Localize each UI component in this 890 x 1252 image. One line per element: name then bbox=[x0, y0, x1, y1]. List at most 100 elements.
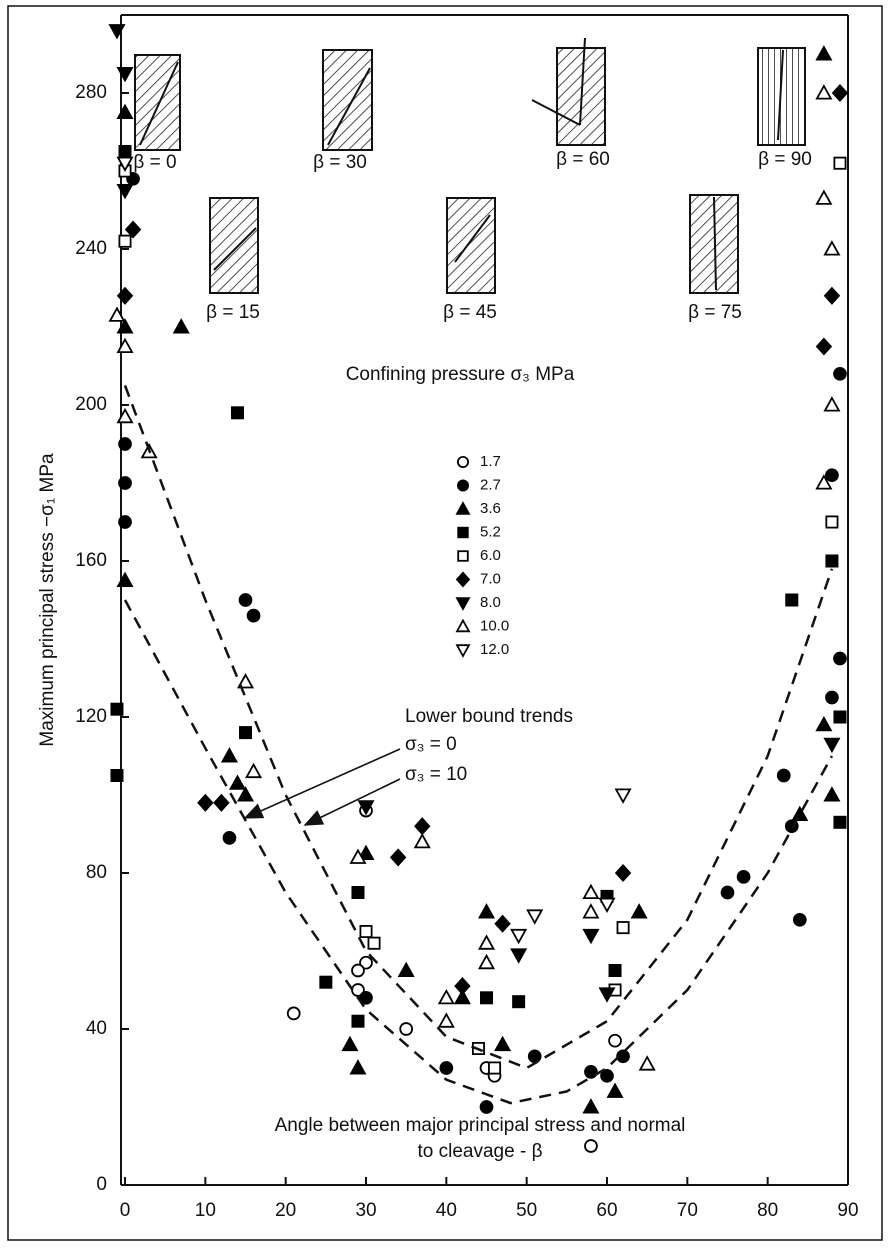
point bbox=[239, 726, 253, 740]
point bbox=[236, 786, 255, 802]
x-tick-label: 20 bbox=[275, 1200, 296, 1221]
point bbox=[582, 883, 600, 899]
frame bbox=[7, 5, 883, 1241]
point bbox=[584, 1139, 598, 1153]
specimen-label: β = 75 bbox=[688, 302, 742, 323]
point bbox=[437, 988, 455, 1005]
point bbox=[116, 318, 134, 334]
point bbox=[616, 921, 630, 935]
point bbox=[118, 144, 132, 158]
point bbox=[453, 988, 471, 1005]
point bbox=[776, 768, 791, 783]
point bbox=[833, 651, 847, 666]
x-tick-label: 0 bbox=[120, 1200, 131, 1221]
point bbox=[582, 928, 600, 945]
point bbox=[638, 1055, 656, 1071]
specimen-label: β = 60 bbox=[556, 149, 610, 170]
legend-label: 2.7 bbox=[480, 476, 501, 493]
point bbox=[825, 554, 839, 568]
point bbox=[108, 24, 126, 40]
point bbox=[414, 817, 431, 836]
point bbox=[213, 793, 230, 812]
point bbox=[494, 1035, 512, 1052]
point bbox=[815, 189, 833, 205]
point bbox=[512, 995, 526, 1009]
legend-label: 12.0 bbox=[480, 641, 509, 658]
point bbox=[606, 1082, 624, 1098]
point bbox=[351, 1014, 365, 1028]
legend-label: 6.0 bbox=[480, 547, 501, 564]
point bbox=[228, 774, 247, 790]
point bbox=[399, 1022, 414, 1036]
point bbox=[608, 964, 622, 978]
point bbox=[582, 903, 600, 919]
point bbox=[823, 396, 841, 412]
point bbox=[116, 407, 134, 424]
point bbox=[614, 788, 632, 804]
legend-title: Confining pressure σ₃ MPa bbox=[346, 364, 575, 385]
point bbox=[172, 318, 190, 334]
legend-label: 3.6 bbox=[480, 500, 501, 517]
point bbox=[116, 103, 134, 119]
legend-label: 5.2 bbox=[480, 523, 501, 540]
point bbox=[600, 1068, 614, 1083]
point bbox=[455, 501, 471, 515]
point bbox=[815, 84, 833, 100]
point bbox=[823, 737, 841, 754]
point bbox=[286, 1006, 301, 1021]
point bbox=[457, 550, 469, 562]
point bbox=[510, 928, 528, 945]
point bbox=[220, 747, 238, 763]
point bbox=[736, 870, 751, 884]
legend-label: 8.0 bbox=[480, 594, 501, 611]
point bbox=[630, 903, 648, 919]
point bbox=[494, 914, 511, 933]
point bbox=[439, 1061, 454, 1075]
legend-label: 10.0 bbox=[480, 617, 509, 634]
specimens bbox=[134, 37, 806, 294]
point bbox=[455, 644, 471, 658]
point bbox=[124, 220, 142, 239]
specimen-label: β = 45 bbox=[443, 302, 497, 323]
y-tick-label: 40 bbox=[86, 1018, 107, 1039]
point bbox=[477, 903, 496, 919]
specimen-label: β = 0 bbox=[133, 152, 176, 173]
point bbox=[455, 571, 471, 588]
y-tick-label: 160 bbox=[75, 550, 107, 571]
point bbox=[526, 909, 544, 925]
x-tick-label: 30 bbox=[355, 1200, 376, 1221]
point bbox=[359, 990, 373, 1005]
point bbox=[116, 156, 134, 173]
point bbox=[477, 934, 496, 950]
point bbox=[488, 1061, 502, 1075]
point bbox=[833, 710, 847, 724]
point bbox=[319, 975, 333, 989]
point bbox=[359, 955, 373, 970]
point bbox=[833, 366, 847, 381]
point bbox=[598, 897, 616, 914]
legend-label: 7.0 bbox=[480, 570, 501, 587]
point bbox=[616, 1049, 630, 1064]
point bbox=[825, 515, 839, 529]
point bbox=[825, 468, 839, 483]
point bbox=[222, 831, 237, 845]
point bbox=[833, 156, 847, 170]
trend-line bbox=[123, 599, 834, 1105]
point bbox=[238, 593, 253, 607]
point bbox=[397, 961, 415, 977]
y-tick-label: 240 bbox=[75, 238, 107, 259]
point bbox=[116, 286, 134, 305]
point bbox=[349, 848, 367, 864]
trend-label: σ₃ = 0 bbox=[405, 734, 457, 755]
arrow bbox=[243, 748, 401, 819]
legend-label: 1.7 bbox=[480, 453, 501, 470]
y-tick-label: 0 bbox=[96, 1174, 107, 1195]
point bbox=[413, 832, 431, 849]
point bbox=[110, 702, 124, 716]
x-tick-label: 80 bbox=[757, 1200, 778, 1221]
point bbox=[477, 953, 496, 970]
point bbox=[454, 977, 471, 996]
point bbox=[230, 406, 244, 420]
point bbox=[118, 476, 132, 490]
